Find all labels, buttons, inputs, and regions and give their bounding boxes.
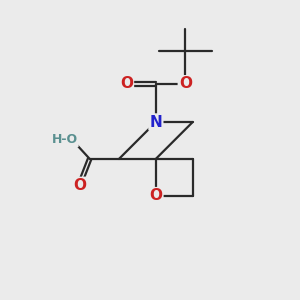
Text: O: O: [149, 188, 162, 203]
Text: H-O: H-O: [52, 133, 78, 146]
Text: N: N: [149, 115, 162, 130]
Text: O: O: [179, 76, 192, 91]
Text: O: O: [120, 76, 133, 91]
Text: O: O: [73, 178, 86, 193]
